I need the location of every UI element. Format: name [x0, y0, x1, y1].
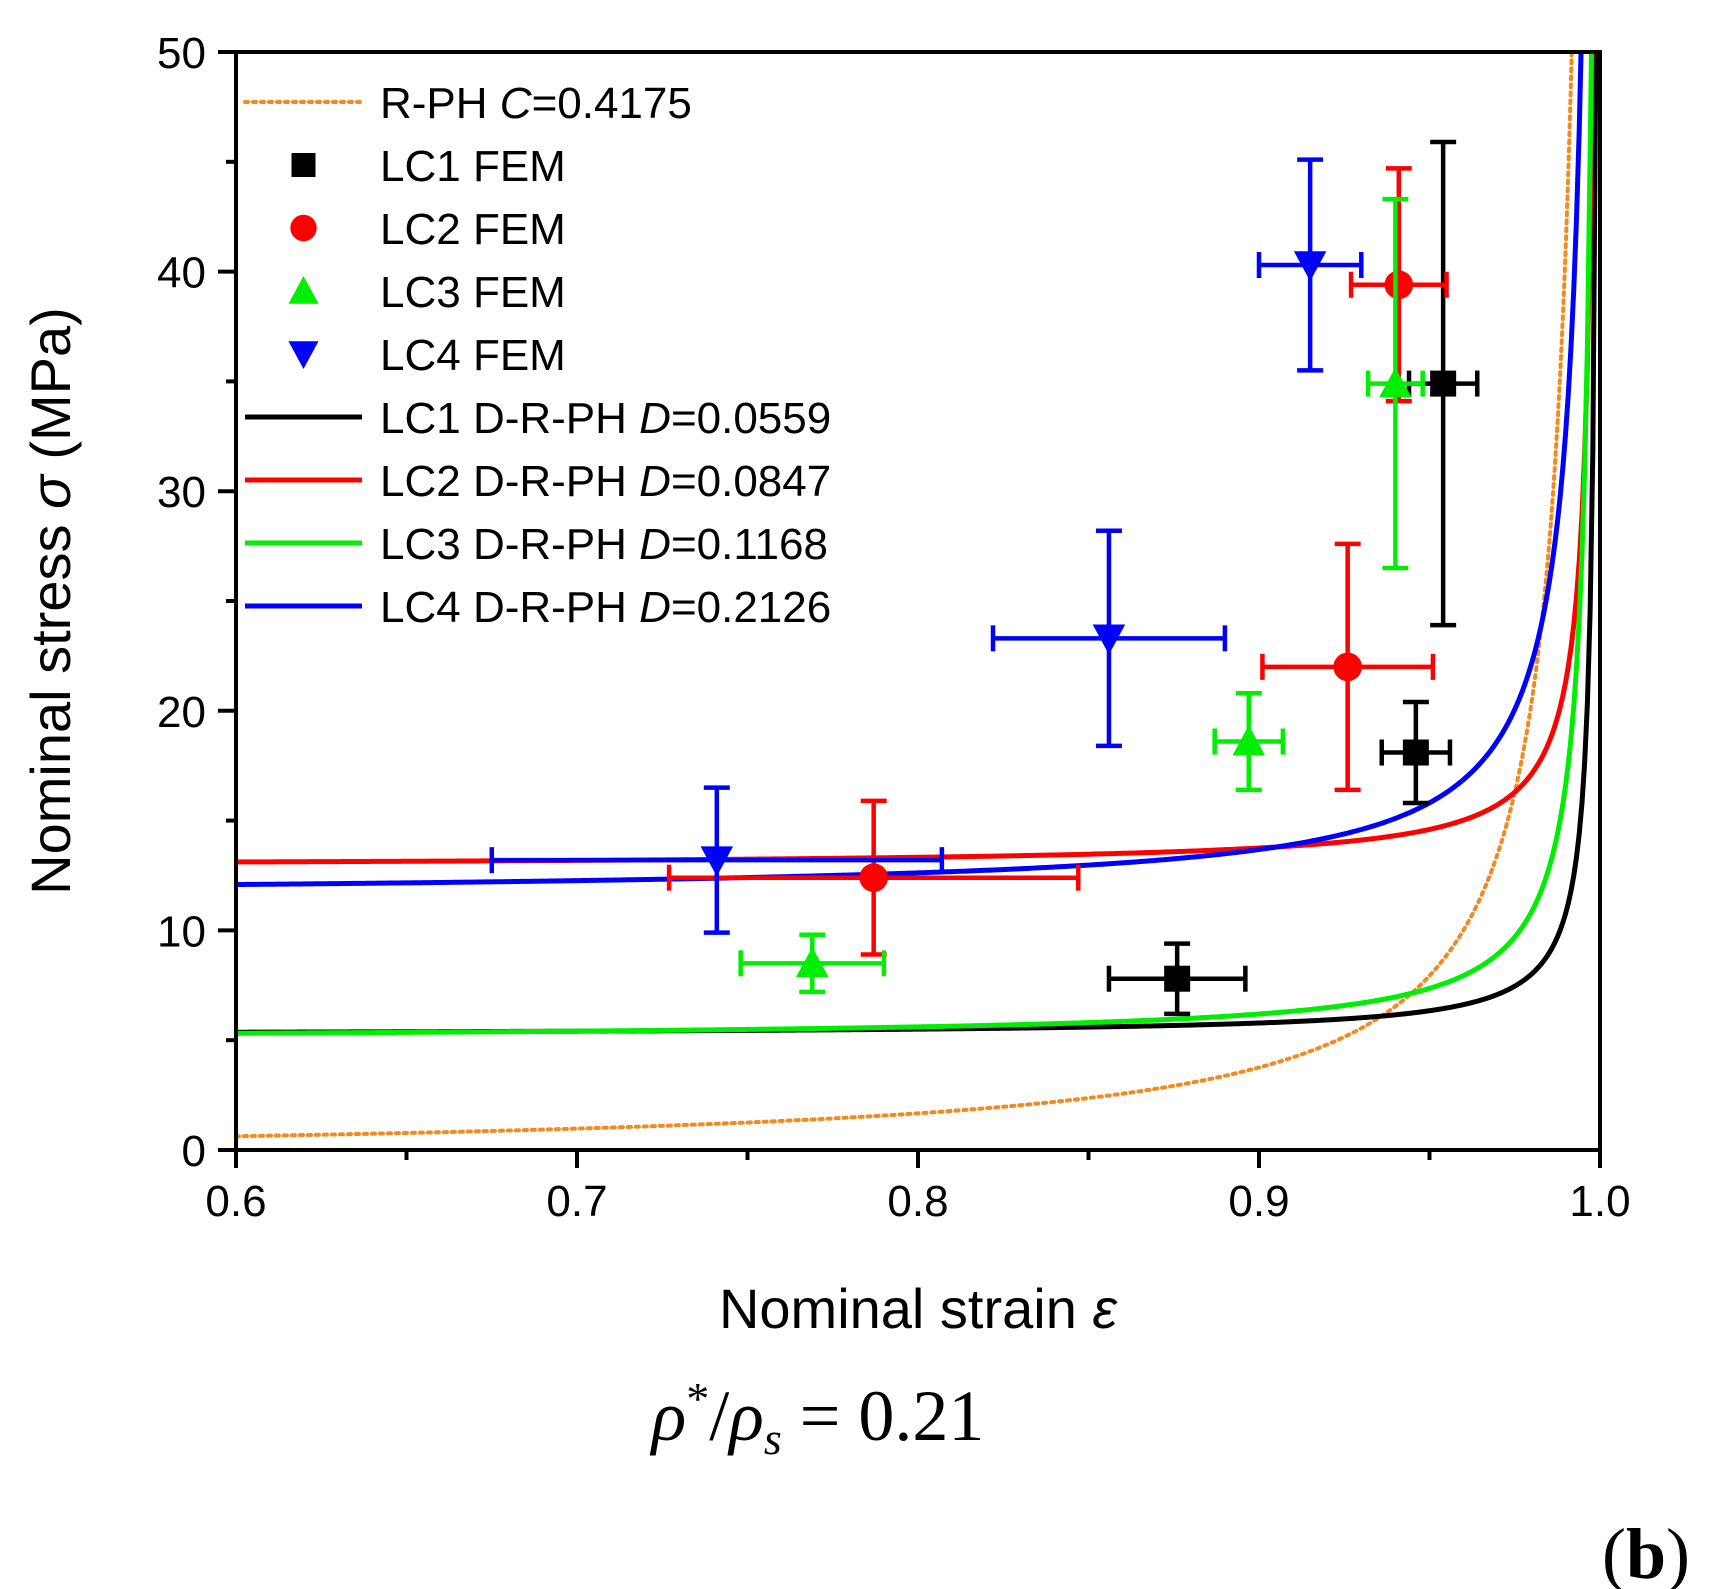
y-tick-label-2: 10	[157, 907, 206, 956]
legend-label-prefix: LC3 D-R-PH	[380, 520, 639, 569]
density-ratio-caption: ρ*/ρs = 0.21	[650, 1373, 985, 1464]
y-tick-label-1: 0	[182, 1127, 206, 1176]
legend-marker-3	[290, 214, 317, 242]
legend-entry-8: LC3 D-R-PH D=0.1168	[245, 520, 828, 569]
legend-label-prefix: R-PH	[380, 79, 500, 128]
curve-line-1	[236, 52, 1574, 1139]
legend-label-6: LC1 D-R-PH D=0.0559	[380, 394, 831, 443]
legend-label-1: R-PH C=0.4175	[380, 79, 692, 128]
legend-entry-9: LC4 D-R-PH D=0.2126	[245, 583, 831, 632]
data-point-3-1	[796, 947, 829, 978]
legend-marker-5	[288, 341, 319, 369]
x-tick-label-2: 0.7	[546, 1177, 607, 1226]
legend-entry-5: LC4 FEM	[288, 331, 566, 380]
legend-label-prefix: LC4 D-R-PH	[380, 583, 639, 632]
x-tick-label-1: 0.6	[205, 1177, 266, 1226]
legend-entry-2: LC1 FEM	[291, 142, 566, 191]
legend-label-param: D	[639, 583, 671, 632]
legend-label-prefix: LC1 D-R-PH	[380, 394, 639, 443]
legend: R-PH C=0.4175 LC1 FEM LC2 FEM LC3 FEM LC4 FE…	[243, 79, 831, 632]
data-point-1-2	[1402, 739, 1429, 766]
panel-label: (b)	[1602, 1514, 1690, 1589]
legend-entry-7: LC2 D-R-PH D=0.0847	[245, 457, 831, 506]
legend-label-3: LC2 FEM	[380, 205, 566, 254]
legend-label-param: D	[639, 457, 671, 506]
legend-marker-2	[291, 153, 316, 177]
series-group-4	[489, 157, 1364, 935]
data-point-3-2	[1232, 725, 1266, 756]
legend-label-value: =0.4175	[532, 79, 692, 128]
y-tick-label-3: 20	[157, 688, 206, 737]
legend-entry-3: LC2 FEM	[290, 205, 566, 254]
x-axis-title: Nominal strain ε	[719, 1277, 1118, 1340]
y-tick-label-6: 50	[157, 29, 206, 78]
series-group-1	[1106, 139, 1480, 1017]
data-point-3-3	[1379, 367, 1412, 398]
legend-label-value: =0.0847	[671, 457, 831, 506]
curve-line-5	[236, 52, 1584, 888]
legend-marker-4	[288, 276, 319, 304]
y-tick-label-5: 40	[157, 249, 206, 298]
legend-label-9: LC4 D-R-PH D=0.2126	[380, 583, 831, 632]
legend-label-8: LC3 D-R-PH D=0.1168	[380, 520, 828, 569]
curve-line-3	[236, 52, 1595, 865]
data-point-2-1	[859, 863, 888, 892]
y-tick-label-4: 30	[157, 468, 206, 517]
data-point-4-3	[1293, 251, 1327, 282]
data-point-2-3	[1384, 270, 1414, 300]
y-axis-title: Nominal stress σ (MPa)	[19, 307, 82, 895]
x-tick-label-3: 0.8	[887, 1177, 948, 1226]
curve-line-4	[236, 52, 1594, 1036]
plot-area	[236, 52, 1599, 1139]
legend-entry-4: LC3 FEM	[288, 268, 566, 317]
legend-label-value: =0.2126	[671, 583, 831, 632]
legend-label-value: =0.1168	[671, 520, 828, 569]
legend-entry-6: LC1 D-R-PH D=0.0559	[245, 394, 831, 443]
data-point-4-2	[1092, 624, 1126, 655]
series-group-3	[738, 196, 1425, 995]
x-tick-label-5: 1.0	[1569, 1177, 1630, 1226]
axes: 0.6 0.7 0.8 0.9 1.0 0 10 20 30 40 50	[157, 29, 1631, 1226]
legend-label-param: D	[639, 394, 671, 443]
data-point-1-1	[1164, 965, 1191, 992]
data-point-4-1	[700, 846, 734, 877]
curves-group	[236, 52, 1599, 1139]
data-point-1-3	[1430, 370, 1457, 397]
legend-label-2: LC1 FEM	[380, 142, 566, 191]
legend-label-param: D	[639, 520, 671, 569]
data-point-2-2	[1333, 652, 1362, 682]
legend-label-param: C	[500, 79, 533, 128]
legend-entry-1: R-PH C=0.4175	[243, 79, 692, 128]
legend-label-value: =0.0559	[671, 394, 831, 443]
legend-label-prefix: LC2 D-R-PH	[380, 457, 639, 506]
x-tick-label-4: 0.9	[1228, 1177, 1289, 1226]
legend-label-7: LC2 D-R-PH D=0.0847	[380, 457, 831, 506]
legend-label-5: LC4 FEM	[380, 331, 566, 380]
legend-label-4: LC3 FEM	[380, 268, 566, 317]
